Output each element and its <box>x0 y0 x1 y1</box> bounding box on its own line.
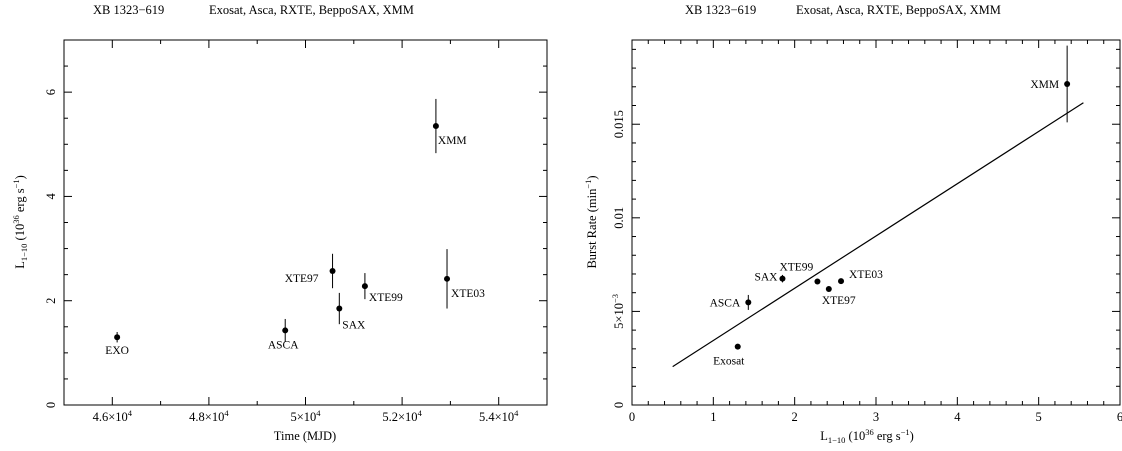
right-header-missions: Exosat, Asca, RXTE, BeppoSAX, XMM <box>796 3 1001 17</box>
left-y-tick-label: 0 <box>44 402 58 408</box>
right-x-tick-label: 5 <box>1036 410 1042 424</box>
right-x-tick-label: 3 <box>873 410 879 424</box>
right-data-point <box>825 285 832 292</box>
left-point-label: XTE97 <box>285 273 319 285</box>
left-data-points: EXO ASCA XTE97 SAX XTE99 XMM XTE03 <box>105 98 485 357</box>
left-x-tick-label: 4.8×104 <box>189 408 229 424</box>
left-point-label: XMM <box>438 135 467 147</box>
right-point-label: SAX <box>754 272 778 284</box>
right-x-tick-label: 1 <box>710 410 716 424</box>
right-plot-frame <box>631 39 1121 406</box>
right-data-point <box>779 275 786 282</box>
left-header-missions: Exosat, Asca, RXTE, BeppoSAX, XMM <box>209 3 414 17</box>
left-data-point <box>361 283 368 290</box>
left-x-tick-label: 5×104 <box>290 408 321 424</box>
right-x-axis-label: L1−10 (1036 erg s−1) <box>820 427 914 445</box>
right-y-tick-label: 0.015 <box>612 110 626 138</box>
left-ticks: 4.6×104 4.8×104 5×104 5.2×104 5.4×104 0 2 4 6 <box>44 40 547 424</box>
luminosity-vs-time-panel: XB 1323−619 Exosat, Asca, RXTE, BeppoSAX… <box>11 3 548 443</box>
right-x-tick-label: 0 <box>629 410 635 424</box>
right-fit-line-group <box>672 102 1084 368</box>
right-ticks: 0 1 2 3 4 5 6 0 5×10−3 0.01 0.015 <box>610 40 1122 424</box>
left-x-tick-label: 5.2×104 <box>382 408 422 424</box>
right-point-label: Exosat <box>713 356 745 368</box>
left-data-point <box>282 327 289 334</box>
right-x-tick-label: 4 <box>954 410 961 424</box>
right-y-tick-label: 5×10−3 <box>610 294 626 329</box>
left-y-tick-label: 2 <box>44 298 58 304</box>
right-point-label: XTE03 <box>849 269 883 281</box>
right-data-point <box>734 343 741 350</box>
burst-rate-vs-luminosity-panel: XB 1323−619 Exosat, Asca, RXTE, BeppoSAX… <box>583 3 1122 445</box>
left-y-tick-label: 4 <box>44 193 58 200</box>
left-x-tick-label: 5.4×104 <box>479 408 519 424</box>
left-plot-frame <box>63 39 548 406</box>
right-point-label: XMM <box>1030 79 1059 91</box>
left-point-label: SAX <box>342 320 366 332</box>
left-point-label: EXO <box>105 345 129 357</box>
right-y-tick-label: 0 <box>612 402 626 408</box>
left-data-point <box>432 123 439 130</box>
right-data-point <box>838 278 845 285</box>
right-point-label: ASCA <box>710 297 741 309</box>
left-y-tick-label: 6 <box>44 89 58 95</box>
left-point-label: XTE99 <box>369 292 403 304</box>
left-data-point <box>336 305 343 312</box>
right-fit-line <box>672 102 1084 368</box>
left-header-source: XB 1323−619 <box>93 3 164 17</box>
right-data-point <box>1064 80 1071 87</box>
right-y-axis-label: Burst Rate (min−1) <box>583 175 599 268</box>
left-data-point <box>114 334 121 341</box>
left-point-label: ASCA <box>268 339 299 351</box>
left-y-axis-label: L1−10 (1036 erg s−1) <box>11 175 29 269</box>
left-data-point <box>444 275 451 282</box>
right-x-tick-label: 6 <box>1117 410 1122 424</box>
left-x-axis-label: Time (MJD) <box>274 429 336 443</box>
left-data-point <box>329 267 336 274</box>
right-data-point <box>745 299 752 306</box>
left-x-tick-label: 4.6×104 <box>93 408 133 424</box>
left-point-label: XTE03 <box>451 288 485 300</box>
right-x-tick-label: 2 <box>792 410 798 424</box>
right-header-source: XB 1323−619 <box>685 3 756 17</box>
right-point-label: XTE97 <box>822 295 856 307</box>
right-y-tick-label: 0.01 <box>612 207 626 229</box>
right-data-point <box>814 278 821 285</box>
right-point-label: XTE99 <box>779 261 813 273</box>
